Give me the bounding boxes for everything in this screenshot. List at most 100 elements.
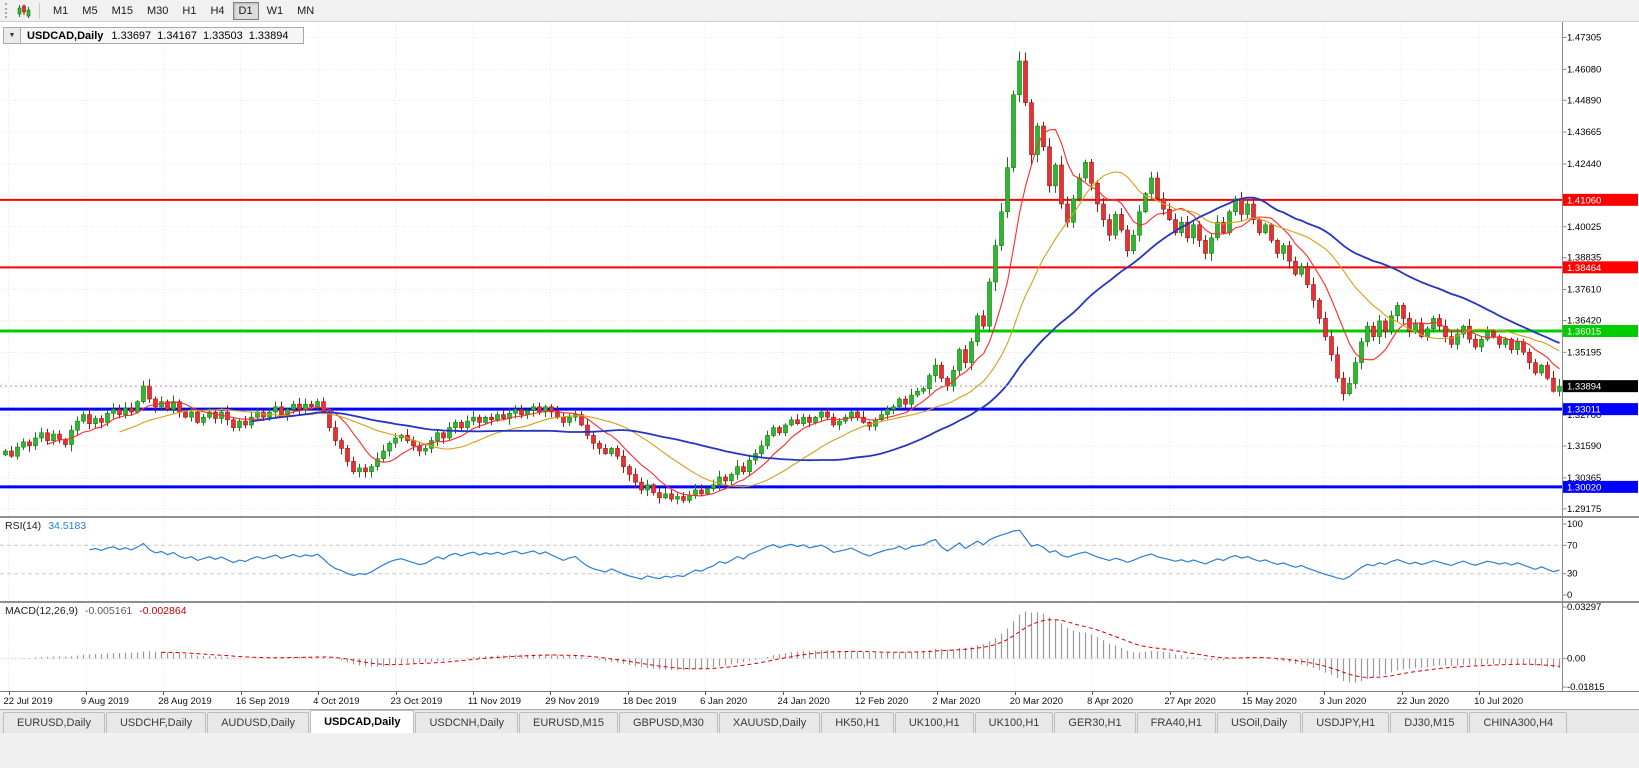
- panel-resize-handle[interactable]: [0, 516, 1639, 518]
- candle: [849, 411, 854, 418]
- rsi-canvas[interactable]: 100 70 30 0: [0, 518, 1639, 601]
- candle: [387, 442, 392, 452]
- chart-tab-gbpusd-m30[interactable]: GBPUSD,M30: [618, 712, 718, 733]
- date-label: 15 May 2020: [1241, 696, 1297, 707]
- candle: [471, 416, 476, 422]
- timeframe-button-h4[interactable]: H4: [210, 4, 225, 17]
- candle: [321, 401, 326, 413]
- macd-signal-value: -0.002864: [139, 605, 187, 617]
- candle: [1173, 219, 1178, 233]
- chart-tab-audusd-daily[interactable]: AUDUSD,Daily: [207, 712, 310, 733]
- date-label: 24 Jan 2020: [777, 696, 830, 707]
- chart-tab-usdcnh-daily[interactable]: USDCNH,Daily: [415, 712, 519, 733]
- candle: [1407, 318, 1412, 332]
- level-price-tag: [1563, 480, 1638, 493]
- toolbar-grip[interactable]: [5, 3, 10, 18]
- candle: [669, 493, 674, 500]
- ohlc-low: 1.33503: [202, 29, 243, 42]
- candle: [903, 398, 908, 405]
- window-background: [0, 733, 1639, 768]
- candle: [633, 474, 638, 483]
- candle: [441, 432, 446, 439]
- ohlc-open: 1.33697: [111, 29, 152, 42]
- candle: [195, 411, 200, 423]
- chart-icon[interactable]: [14, 1, 33, 20]
- chart-tab-china300-h4[interactable]: CHINA300,H4: [1469, 712, 1568, 733]
- candle: [879, 414, 884, 421]
- candle: [1131, 234, 1136, 252]
- candle: [273, 406, 278, 413]
- timeframe-button-m5[interactable]: M5: [82, 4, 98, 17]
- candle: [1359, 341, 1364, 363]
- candle: [1383, 320, 1388, 332]
- chart-tab-xauusd-daily[interactable]: XAUUSD,Daily: [718, 712, 821, 733]
- axis-label: 1.32780: [1567, 410, 1601, 421]
- date-label: 22 Jun 2020: [1396, 696, 1449, 707]
- price-chart-canvas[interactable]: 1.47305 1.46080 1.44890 1.43665 1.42440 1.400…: [0, 22, 1639, 516]
- timeframe-button-w1[interactable]: W1: [266, 4, 284, 17]
- symbol-dropdown-button[interactable]: ▼: [4, 28, 21, 43]
- candle: [1317, 299, 1322, 319]
- chart-tab-eurusd-daily[interactable]: EURUSD,Daily: [3, 712, 105, 733]
- candle: [1539, 364, 1544, 374]
- chart-tab-fra40-h1[interactable]: FRA40,H1: [1136, 712, 1216, 733]
- current-price-tag: [1563, 380, 1638, 393]
- candle: [369, 466, 374, 473]
- candle: [1497, 336, 1502, 345]
- chart-tab-hk50-h1[interactable]: HK50,H1: [821, 712, 894, 733]
- axis-label: 1.33894: [1567, 382, 1601, 393]
- candle: [87, 414, 92, 425]
- axis-label: 0.00: [1567, 654, 1586, 665]
- chart-tab-ger30-h1[interactable]: GER30,H1: [1054, 712, 1136, 733]
- candle: [981, 315, 986, 327]
- candle: [1551, 377, 1556, 392]
- candle: [495, 414, 500, 421]
- timeframe-button-m15[interactable]: M15: [111, 4, 133, 17]
- candle: [585, 424, 590, 436]
- chart-tab-dj30-m15[interactable]: DJ30,M15: [1390, 712, 1469, 733]
- chart-tab-usoil-daily[interactable]: USOil,Daily: [1216, 712, 1302, 733]
- chart-tab-uk100-h1[interactable]: UK100,H1: [974, 712, 1054, 733]
- candle: [477, 416, 482, 423]
- timeframe-button-m1[interactable]: M1: [53, 4, 69, 17]
- candle: [1323, 318, 1328, 337]
- chart-tab-usdcad-daily[interactable]: USDCAD,Daily: [310, 710, 415, 733]
- axis-label: 1.38464: [1567, 263, 1601, 274]
- candle: [1395, 305, 1400, 317]
- candle: [1059, 164, 1064, 205]
- chart-tab-eurusd-m15[interactable]: EURUSD,M15: [519, 712, 618, 733]
- candle: [207, 411, 212, 418]
- chart-tab-uk100-h1[interactable]: UK100,H1: [894, 712, 974, 733]
- candle: [1329, 336, 1334, 356]
- timeframe-button-m30[interactable]: M30: [146, 4, 169, 17]
- candle: [717, 476, 722, 486]
- candle: [1413, 323, 1418, 332]
- candle: [699, 489, 704, 495]
- candle: [1449, 336, 1454, 345]
- axis-label: 1.35195: [1567, 347, 1601, 358]
- candle: [33, 437, 38, 447]
- time-axis[interactable]: 22 Jul 2019 9 Aug 2019 28 Aug 2019 16 Sep 2…: [0, 691, 1639, 709]
- candle: [339, 440, 344, 449]
- timeframe-button-d1[interactable]: D1: [232, 1, 259, 20]
- candle: [627, 466, 632, 475]
- timeframe-button-mn[interactable]: MN: [297, 4, 315, 17]
- time-axis-tick: [705, 692, 707, 695]
- candle: [333, 427, 338, 441]
- date-label: 12 Feb 2020: [854, 696, 909, 707]
- chart-tab-usdjpy-h1[interactable]: USDJPY,H1: [1302, 712, 1390, 733]
- candle: [1353, 362, 1358, 384]
- timeframe-button-h1[interactable]: H1: [182, 4, 197, 17]
- panel-resize-handle[interactable]: [0, 601, 1639, 603]
- candle: [315, 401, 320, 408]
- candle: [855, 411, 860, 418]
- candle: [915, 390, 920, 396]
- main-chart-panel: 1.47305 1.46080 1.44890 1.43665 1.42440 1.400…: [0, 22, 1639, 516]
- candle: [15, 446, 20, 457]
- candle: [861, 416, 866, 423]
- macd-canvas[interactable]: 0.03297 0.00 -0.01815: [0, 603, 1639, 691]
- candle: [1515, 341, 1520, 350]
- candle: [51, 433, 56, 441]
- chart-tab-usdchf-daily[interactable]: USDCHF,Daily: [105, 712, 207, 733]
- candle: [777, 427, 782, 434]
